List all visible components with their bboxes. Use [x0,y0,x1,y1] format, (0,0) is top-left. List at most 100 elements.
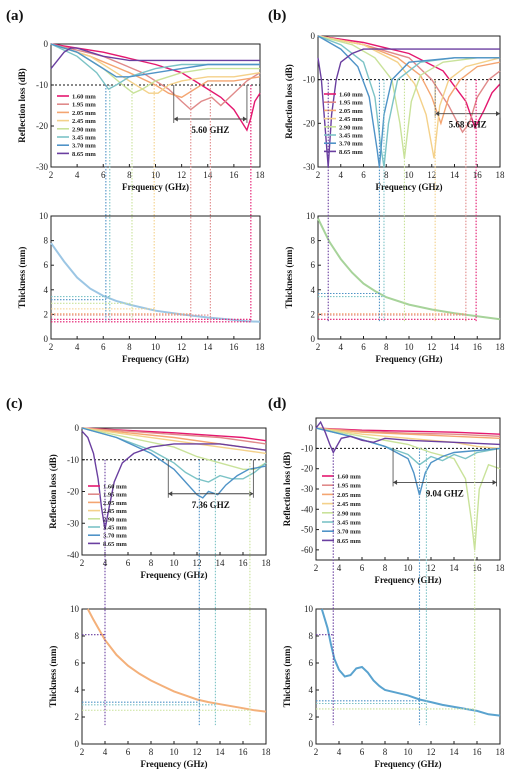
panel-c-legend-label: 2.05 mm [103,500,127,507]
panel-a-rl-ytick-label: 0 [44,39,49,49]
panel-b-rl-xtick-label: 14 [450,170,460,180]
panel-d-th-xtick-label: 8 [383,747,388,757]
panel-b-rl-xtick-label: 16 [473,170,483,180]
panel-b-rl-xtick-label: 4 [339,170,344,180]
panel-c-th-ytick-label: 10 [70,604,80,614]
panel-a-series-line-370 [50,43,260,78]
panel-a: (a) 2 4 6 8 10 12 14 16 18 -30 -20 -10 0 Frequency (GH… [6,8,265,364]
panel-d-th-ytick-label: 6 [309,658,314,668]
panel-a-th-xtick-label: 4 [75,342,80,352]
panel-a-series-line-160 [50,43,261,132]
panel-c-th-xtick-label: 16 [239,747,249,757]
panel-b-th-xtick-label: 10 [405,342,415,352]
panel-c-series-line-195 [81,427,267,445]
panel-b-rl-ylabel: Reflection loss (dB) [284,64,294,139]
panel-c-rl-ytick-label: 0 [75,423,80,433]
panel-c-th-ytick-label: 6 [75,658,80,668]
panel-d-rl-xtick-label: 4 [337,563,342,573]
panel-c-rl-xtick-label: 6 [126,558,131,568]
panel-a-series-line-865 [50,47,260,70]
panel-b-rl-ytick-label: 0 [311,31,316,41]
panel-a-legend-label: 2.90 mm [72,126,96,133]
panel-c-bandwidth-arrowhead-left [168,491,173,497]
panel-b-series-line-245 [317,35,501,159]
panel-c-th-xtick-label: 8 [149,747,154,757]
panel-a-rl-ytick-label: -10 [36,80,48,90]
panel-a-label: (a) [6,8,24,24]
panel-d-th-xtick-label: 12 [427,747,436,757]
panel-b-bandwidth-arrowhead-left [435,111,440,117]
panel-c-th-ytick-label: 0 [75,739,80,749]
panel-b-th-xtick-label: 2 [316,342,321,352]
panel-d-legend-label: 1.60 mm [337,474,361,481]
panel-c-rl-ytick-label: -40 [67,550,79,560]
panel-c-thickness-curve [86,608,267,713]
panel-c-rl-xtick-label: 14 [216,558,226,568]
panel-d-legend-label: 3.45 mm [337,520,361,527]
panel-d-rl-xtick-label: 6 [360,563,365,573]
panel-d-legend-label: 1.95 mm [337,483,361,490]
panel-d-series-line-865 [315,420,501,455]
panel-a-bandwidth-arrowhead-right [242,116,247,122]
panel-a-rl-xtick-label: 8 [127,170,132,180]
panel-d-th-ytick-label: 0 [309,739,314,749]
panel-b-rl-ytick-label: -10 [303,75,315,85]
panel-c-th-ytick-label: 4 [75,685,80,695]
panel-c-bandwidth-label: 7.36 GHZ [192,500,230,510]
panel-b-th-xtick-label: 18 [496,342,506,352]
panel-a-rl-xlabel: Frequency (GHz) [122,182,189,192]
panel-a-th-ylabel: Thickness (mm) [17,247,27,309]
panel-d-rl-ytick-label: -40 [301,504,313,514]
panel-a-thickness-curve [50,242,261,323]
panel-d-th-xtick-label: 6 [360,747,365,757]
panel-a-legend-label: 2.05 mm [72,110,96,117]
panel-d-rl-ytick-label: -30 [301,484,313,494]
panel-c-rl-xtick-label: 8 [149,558,154,568]
panel-a-rl-xtick-label: 2 [49,170,54,180]
panel-d-rl-xtick-label: 16 [473,563,483,573]
panel-d-th-ylabel: Thickness (mm) [282,646,292,708]
panel-b-th-xtick-label: 14 [450,342,460,352]
panel-a-rl-xtick-label: 6 [101,170,106,180]
panel-d-th-xtick-label: 10 [404,747,414,757]
panel-b-rl-ytick-label: -20 [303,118,315,128]
panel-b: (b) 2 4 6 8 10 12 14 16 18 -30 -20 -10 0 Frequency (GH… [268,8,505,364]
panel-b-legend-label: 2.45 mm [339,116,363,123]
panel-b-rl-xtick-label: 18 [496,170,506,180]
panel-d-th-ytick-label: 4 [309,685,314,695]
panel-a-rl-xtick-label: 12 [177,170,186,180]
panel-c-th-xtick-label: 4 [103,747,108,757]
panel-a-legend-label: 3.70 mm [72,143,96,150]
panel-a-legend-label: 2.45 mm [72,118,96,125]
panel-d-series-line-205 [315,427,501,439]
panel-c-th-ytick-label: 2 [75,712,80,722]
panel-b-bandwidth-label: 5.68 GHZ [449,120,487,130]
panel-d-thickness-curve [320,608,501,717]
panel-a-series-line-205 [50,43,261,99]
panel-c-th-xtick-label: 14 [216,747,226,757]
panel-a-th-ytick-label: 10 [39,211,49,221]
panel-b-rl-xtick-label: 6 [361,170,366,180]
panel-d-rl-ytick-label: -50 [301,525,313,535]
panel-a-th-xtick-label: 14 [203,342,213,352]
panel-c-rl-ytick-label: -20 [67,487,79,497]
panel-a-th-xlabel: Frequency (GHz) [122,354,189,364]
panel-a-th-ytick-label: 2 [44,309,49,319]
panel-c-th-xtick-label: 10 [170,747,180,757]
panel-a-legend-label: 1.60 mm [72,94,96,101]
panel-b-th-xlabel: Frequency (GHz) [375,354,442,364]
panel-a-legend-label: 1.95 mm [72,102,96,109]
panel-b-th-xtick-label: 4 [339,342,344,352]
panel-c-legend-label: 8.65 mm [103,541,127,548]
panel-c-legend-label: 1.60 mm [103,484,127,491]
panel-c-th-xtick-label: 2 [80,747,85,757]
panel-a-th-xtick-label: 8 [127,342,132,352]
panel-a-th-xtick-label: 2 [49,342,54,352]
panel-b-th-xtick-label: 6 [361,342,366,352]
panel-d: (d) 2 4 6 8 10 12 14 16 18 -60 -50 -40 -30 -20 -10 0 Freq… [268,396,505,769]
panel-b-th-ylabel: Thickness (mm) [284,247,294,309]
panel-a-rl-xtick-label: 4 [75,170,80,180]
panel-d-rl-xtick-label: 10 [404,563,414,573]
panel-d-legend-label: 8.65 mm [337,538,361,545]
panel-d-rl-xtick-label: 14 [450,563,460,573]
